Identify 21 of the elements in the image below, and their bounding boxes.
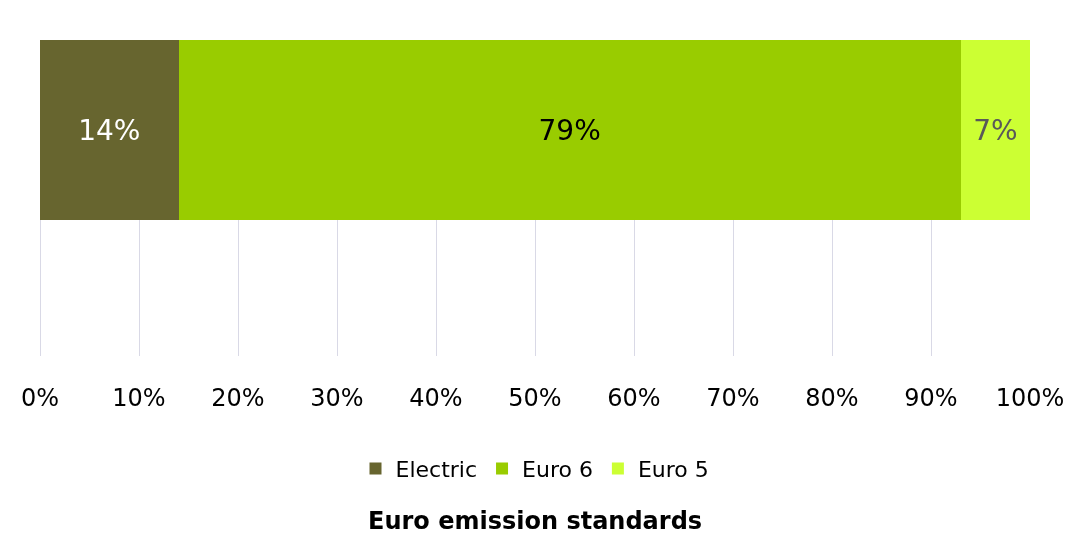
x-tick-label: 100%: [995, 384, 1065, 412]
x-tick-label: 80%: [805, 384, 859, 412]
bar: [40, 40, 179, 220]
x-axis-title: Euro emission standards: [368, 507, 703, 535]
x-tick-label: 20%: [211, 384, 265, 412]
x-tick-label: 30%: [310, 384, 364, 412]
x-tick-label: 90%: [904, 384, 958, 412]
x-tick-label: 60%: [607, 384, 661, 412]
legend-label: Electric: [395, 457, 478, 483]
x-tick-label: 70%: [706, 384, 760, 412]
data-label: 7%: [973, 113, 1018, 147]
x-tick-label: 50%: [508, 384, 562, 412]
x-tick-label: 0%: [20, 384, 60, 412]
data-label: 79%: [538, 113, 601, 147]
bar: [960, 40, 1030, 220]
legend-label: Euro 5: [637, 457, 709, 483]
legend-label: Euro 6: [522, 457, 593, 483]
data-label: 14%: [78, 113, 141, 147]
bar: [178, 40, 961, 220]
x-tick-label: 40%: [409, 384, 463, 412]
x-tick-label: 10%: [112, 384, 166, 412]
